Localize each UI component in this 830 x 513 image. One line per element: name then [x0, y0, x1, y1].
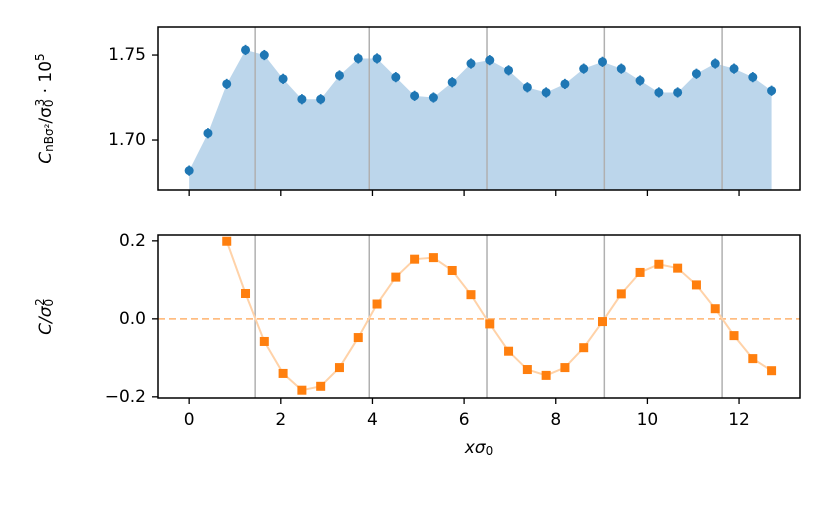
data-point — [691, 69, 701, 79]
data-point — [259, 50, 269, 60]
data-point — [410, 91, 420, 101]
data-point — [541, 87, 551, 97]
data-point — [447, 77, 457, 87]
axis-label-part: 5 — [33, 53, 47, 61]
data-point — [729, 64, 739, 74]
axis-label-part: xσ — [464, 438, 487, 458]
area — [189, 49, 772, 191]
y-tick-label: 1.75 — [108, 45, 146, 65]
data-point — [654, 87, 664, 97]
data-point — [222, 79, 232, 89]
axis-label-part: · 10 — [36, 61, 56, 99]
data-point — [635, 76, 645, 86]
data-point — [597, 57, 607, 67]
data-point — [579, 343, 589, 353]
data-point — [710, 304, 720, 314]
data-point — [748, 354, 758, 364]
axis-label: xσ0 — [464, 438, 493, 458]
y-tick-label: 0.0 — [119, 309, 146, 329]
data-point — [710, 59, 720, 69]
data-point — [297, 385, 307, 395]
axis-label-part: 0 — [42, 99, 56, 107]
x-tick-label: 4 — [367, 410, 378, 430]
y-tick-label: 0.2 — [119, 231, 146, 251]
x-tick-label: 8 — [550, 410, 561, 430]
data-point — [597, 317, 607, 327]
x-tick-label: 2 — [275, 410, 286, 430]
data-point — [241, 288, 251, 298]
data-point — [466, 59, 476, 69]
x-tick-label: 10 — [637, 410, 659, 430]
data-point — [241, 45, 251, 55]
data-point — [466, 290, 476, 300]
data-point — [316, 94, 326, 104]
data-point — [278, 74, 288, 84]
axis-label-part: 2 — [33, 298, 47, 306]
axis-label-part: /σ — [36, 107, 56, 124]
axis-label-part: 3 — [33, 99, 47, 107]
axis-label-part: C — [36, 152, 56, 164]
data-point — [278, 368, 288, 378]
data-point — [579, 64, 589, 74]
data-point — [522, 365, 532, 375]
axis-label-part: 0 — [486, 444, 494, 458]
data-point — [560, 363, 570, 373]
data-point — [372, 299, 382, 309]
data-point — [560, 79, 570, 89]
data-point — [353, 53, 363, 63]
data-point — [616, 64, 626, 74]
data-point — [297, 94, 307, 104]
plot-frame — [157, 26, 801, 191]
data-point — [691, 280, 701, 290]
data-point — [748, 72, 758, 82]
data-point — [729, 331, 739, 341]
data-point — [673, 87, 683, 97]
y-tick-label: 1.70 — [108, 130, 146, 150]
axis-label-part: C/σ — [36, 305, 56, 335]
data-point — [635, 267, 645, 277]
y-tick-label: −0.2 — [105, 387, 146, 407]
data-point — [353, 333, 363, 343]
data-point — [222, 236, 232, 246]
data-point — [767, 86, 777, 96]
axis-label: CnBσ²/σ03 · 105 — [33, 53, 56, 163]
data-point — [504, 65, 514, 75]
data-point — [767, 366, 777, 376]
data-point — [203, 128, 213, 138]
data-point — [372, 53, 382, 63]
axis-label-part: 0 — [42, 299, 56, 307]
data-line — [225, 240, 773, 392]
data-point — [184, 166, 194, 176]
data-point — [485, 319, 495, 329]
data-point — [428, 93, 438, 103]
data-point — [541, 370, 551, 380]
data-point — [334, 363, 344, 373]
data-point — [485, 55, 495, 65]
data-point — [334, 70, 344, 80]
x-tick-label: 12 — [728, 410, 750, 430]
data-point — [447, 265, 457, 275]
data-point — [391, 272, 401, 282]
data-point — [316, 381, 326, 391]
data-point — [673, 263, 683, 273]
axis-label: C/σ02 — [33, 298, 56, 335]
data-point — [259, 336, 269, 346]
axis-label-part: nBσ² — [42, 123, 56, 151]
data-point — [654, 259, 664, 269]
data-point — [410, 254, 420, 264]
data-point — [391, 72, 401, 82]
data-point — [616, 289, 626, 299]
data-point — [504, 346, 514, 356]
x-tick-label: 6 — [459, 410, 470, 430]
plot-frame — [157, 234, 801, 399]
x-tick-label: 0 — [184, 410, 195, 430]
data-point — [428, 253, 438, 263]
data-point — [522, 82, 532, 92]
